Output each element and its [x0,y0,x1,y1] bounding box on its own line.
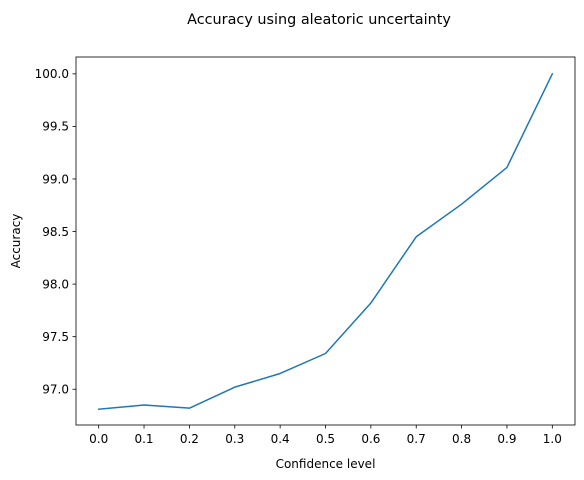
x-tick-label: 1.0 [543,432,562,446]
chart-title: Accuracy using aleatoric uncertainty [187,12,451,28]
x-tick-label: 0.0 [89,432,108,446]
x-tick-label: 0.2 [180,432,199,446]
y-tick-label: 98.5 [42,225,69,239]
x-axis: 0.0 0.1 0.2 0.3 0.4 0.5 0.6 0.7 0.8 0.9 1.0 [89,425,562,446]
x-tick-label: 0.1 [134,432,153,446]
x-tick-label: 0.6 [361,432,380,446]
x-tick-label: 0.8 [452,432,471,446]
y-axis-label: Accuracy [9,214,23,269]
y-tick-label: 100.0 [35,67,69,81]
x-tick-label: 0.4 [271,432,290,446]
series-line [97,72,554,411]
y-tick-label: 97.0 [42,383,69,397]
y-tick-label: 98.0 [42,277,69,291]
x-tick-label: 0.5 [316,432,335,446]
x-tick-label: 0.7 [407,432,426,446]
y-axis: 97.0 97.5 98.0 98.5 99.0 99.5 100.0 [35,67,76,397]
x-axis-label: Confidence level [276,457,376,471]
plot-area [75,56,576,426]
x-tick-label: 0.9 [497,432,516,446]
series-layer [97,72,554,411]
y-tick-label: 99.5 [42,120,69,134]
x-tick-label: 0.3 [225,432,244,446]
y-tick-label: 97.5 [42,330,69,344]
y-tick-label: 99.0 [42,172,69,186]
